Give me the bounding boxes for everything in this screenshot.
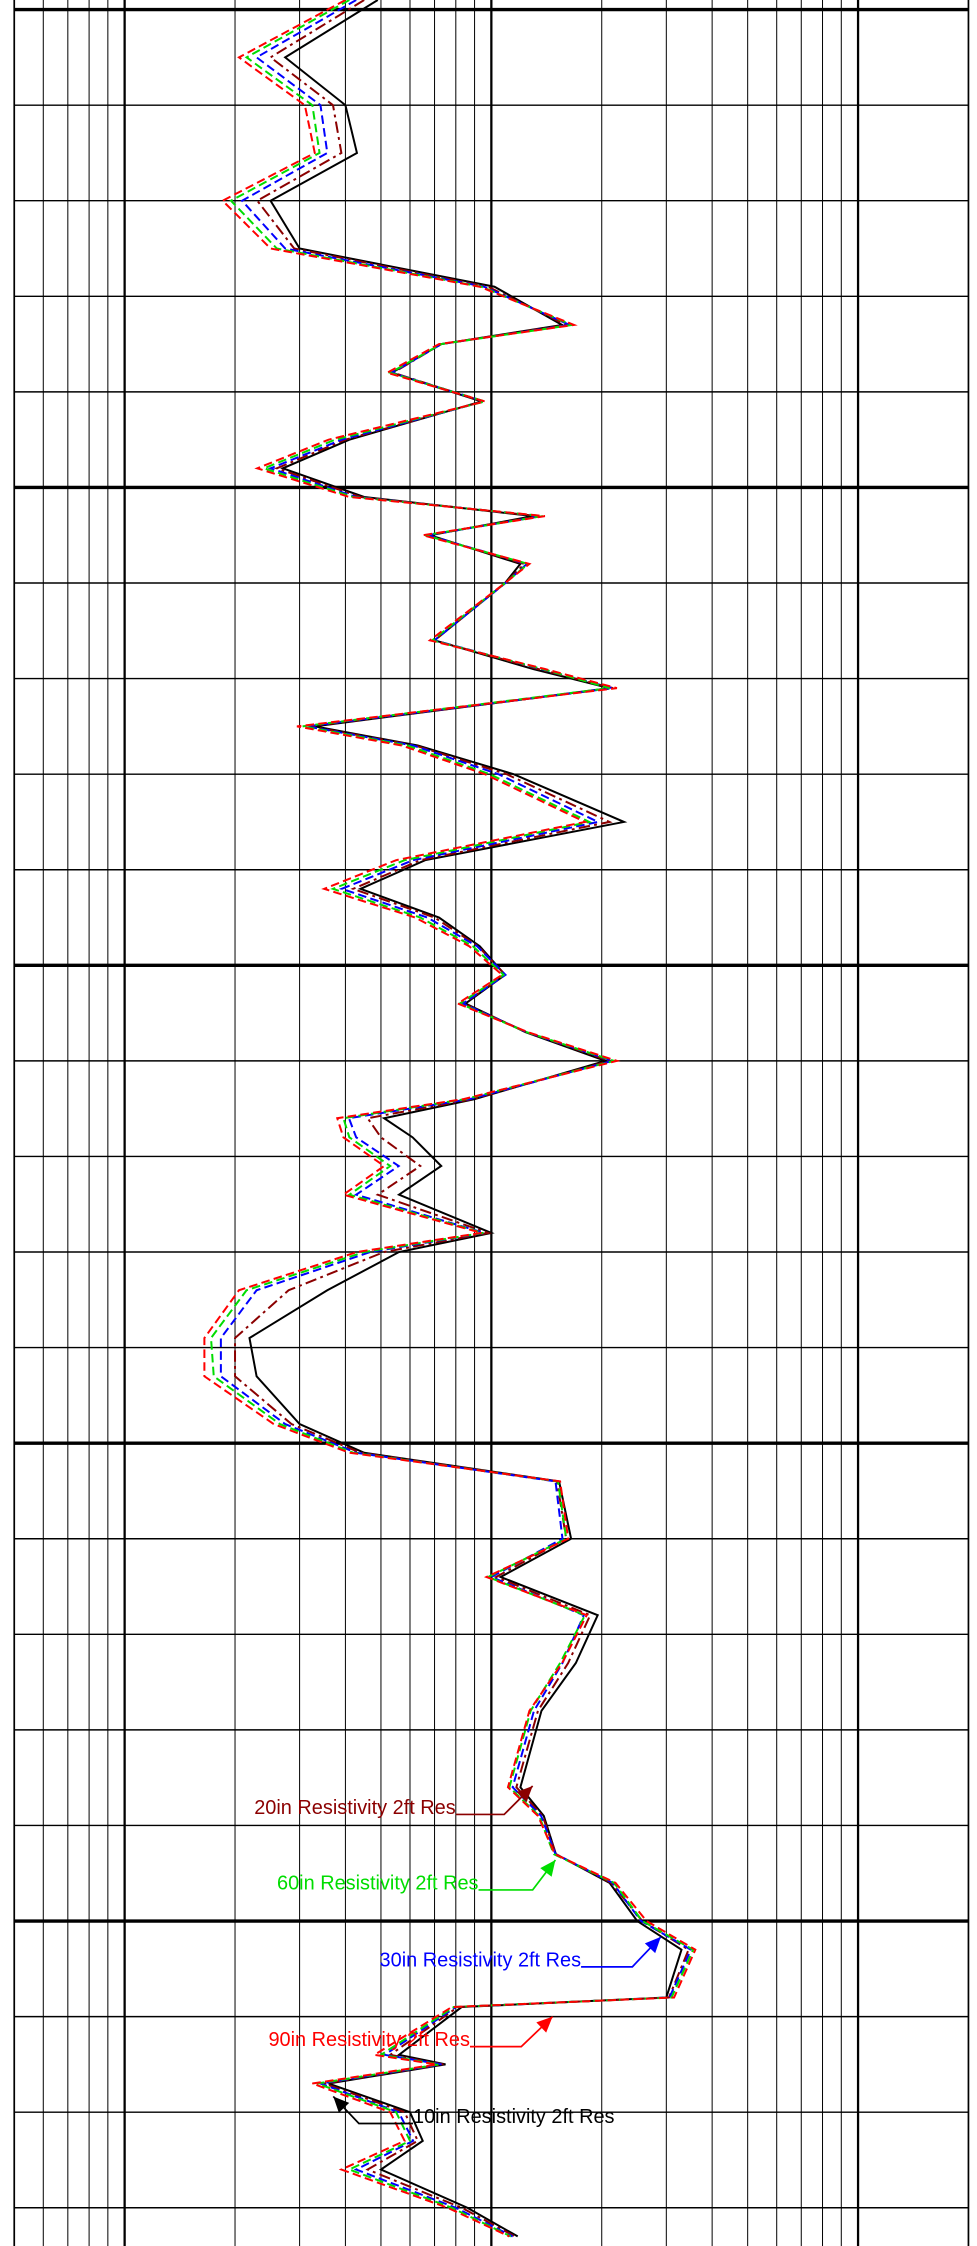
label-arrowhead [644, 1936, 661, 1954]
curves [203, 0, 697, 2238]
label-arrowhead [536, 2016, 553, 2033]
label-leader [455, 1785, 534, 1816]
curve-label: 20in Resistivity 2ft Res [254, 1797, 456, 1819]
grid [13, 0, 970, 2246]
curve-label: 90in Resistivity 2ft Res [268, 2029, 470, 2051]
curve-label: 30in Resistivity 2ft Res [380, 1949, 582, 1971]
curve [203, 0, 697, 2238]
label-leader [478, 1859, 557, 1891]
label-arrowhead [333, 2096, 350, 2113]
label-leader [581, 1936, 662, 1968]
curve [248, 0, 683, 2238]
label-arrowhead [516, 1785, 533, 1803]
curve-label: 10in Resistivity 2ft Res [413, 2106, 615, 2128]
curve [219, 0, 693, 2238]
annotations: 10in Resistivity 2ft Res 20in Resistivity… [254, 1785, 662, 2128]
curve-label: 60in Resistivity 2ft Res [277, 1872, 479, 1894]
label-arrowhead [540, 1860, 556, 1877]
curve [234, 0, 690, 2238]
curve [209, 0, 695, 2238]
